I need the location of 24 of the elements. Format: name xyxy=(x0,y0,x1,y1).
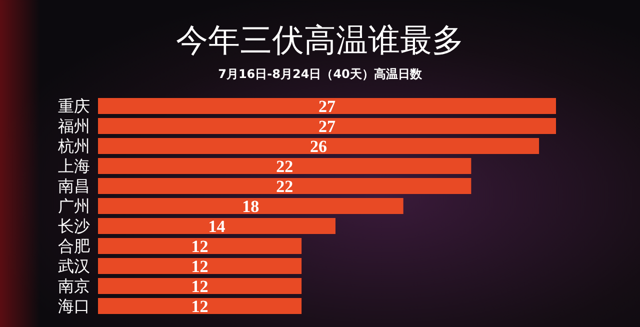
data-label: 12 xyxy=(191,297,208,316)
y-tick-label: 杭州 xyxy=(57,136,90,156)
y-tick-label: 合肥 xyxy=(58,236,90,256)
data-label: 27 xyxy=(318,117,336,136)
data-label: 27 xyxy=(318,97,336,116)
y-tick-label: 长沙 xyxy=(58,216,90,236)
chart-title: 今年三伏高温谁最多 xyxy=(175,20,465,60)
y-tick-label: 上海 xyxy=(58,156,90,176)
data-label: 18 xyxy=(242,197,260,216)
data-label: 22 xyxy=(276,177,294,196)
y-tick-label: 福州 xyxy=(58,116,90,136)
data-label: 12 xyxy=(191,257,208,276)
y-tick-label: 南京 xyxy=(58,276,90,296)
data-label: 14 xyxy=(208,217,226,236)
y-tick-label: 重庆 xyxy=(58,96,90,116)
data-label: 22 xyxy=(276,157,294,176)
chart-subtitle: 7月16日-8月24日（40天）高温日数 xyxy=(217,66,423,83)
data-label: 12 xyxy=(191,237,208,256)
y-tick-label: 南昌 xyxy=(58,176,90,196)
y-tick-label: 海口 xyxy=(58,296,90,316)
data-label: 12 xyxy=(191,277,208,296)
data-label: 26 xyxy=(310,137,328,156)
y-tick-label: 武汉 xyxy=(58,256,90,276)
y-tick-label: 广州 xyxy=(58,196,90,216)
